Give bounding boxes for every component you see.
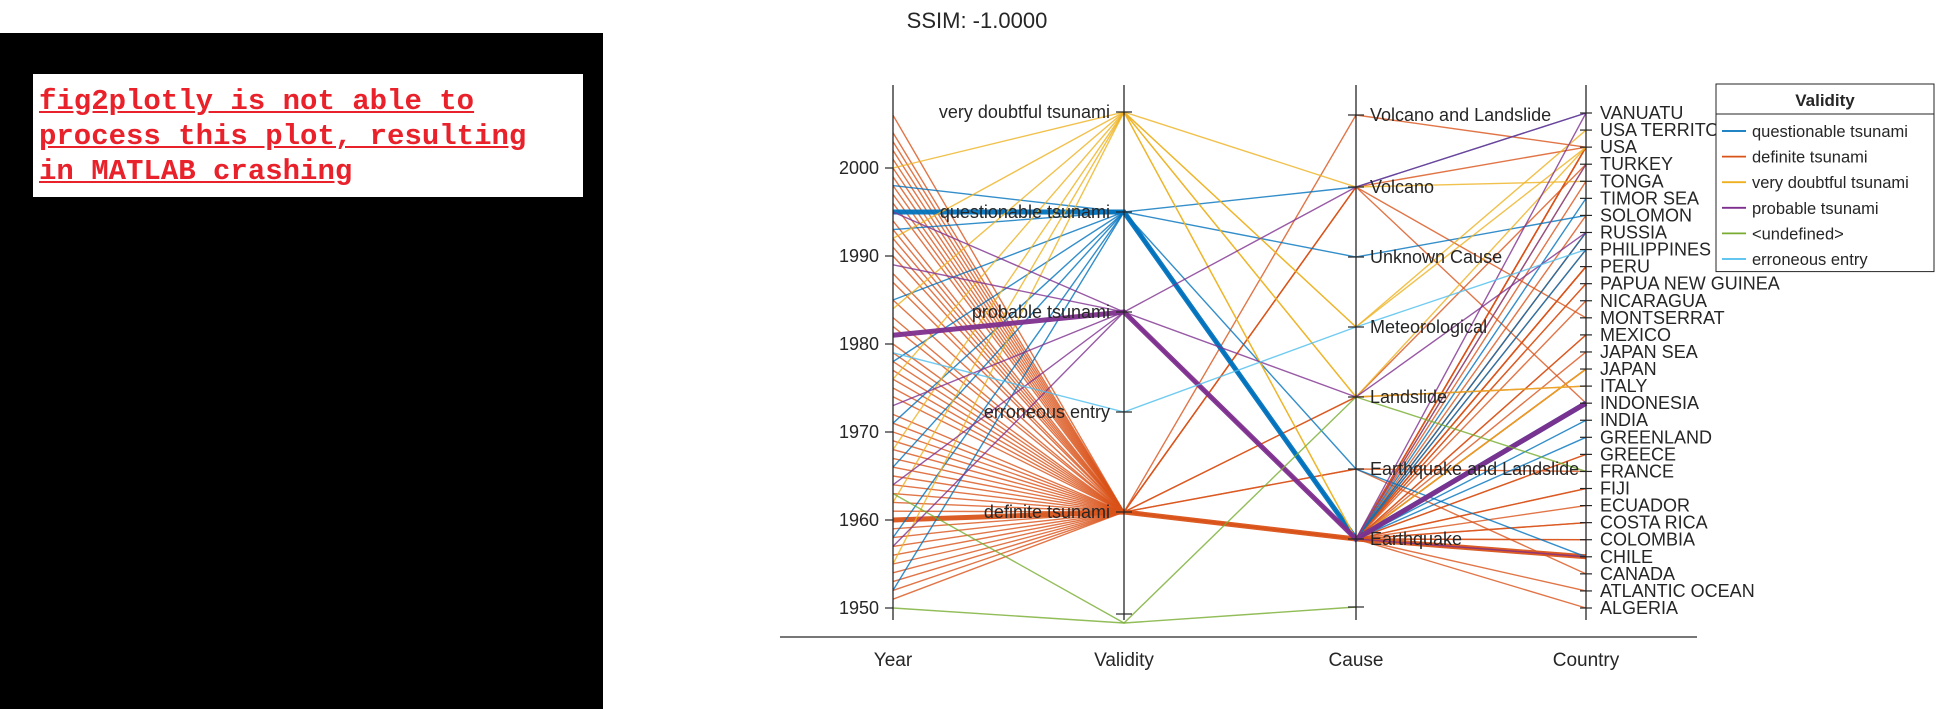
legend-title: Validity <box>1795 91 1855 110</box>
legend-label-undefined: <undefined> <box>1752 225 1844 243</box>
axis-label-validity: Validity <box>1094 650 1154 671</box>
data-line <box>892 246 1587 540</box>
validity-tick-label: erroneous entry <box>984 402 1110 422</box>
country-tick-label: MONTSERRAT <box>1600 308 1725 328</box>
cause-tick-label: Unknown Cause <box>1370 247 1502 267</box>
legend: Validity questionable tsunami definite tsu… <box>1715 83 1935 273</box>
axis-label-country: Country <box>1553 650 1620 671</box>
error-notice-box: fig2plotly is not able to process this p… <box>33 74 583 197</box>
year-tick-label: 1950 <box>839 598 879 618</box>
legend-label-very-doubtful-tsunami: very doubtful tsunami <box>1752 174 1909 192</box>
data-line <box>892 114 1587 514</box>
legend-label-erroneous-entry: erroneous entry <box>1752 251 1868 269</box>
data-line <box>892 210 1587 591</box>
cause-tick-label: Landslide <box>1370 387 1447 407</box>
validity-tick-label: questionable tsunami <box>940 202 1110 222</box>
validity-tick-label: very doubtful tsunami <box>939 102 1110 122</box>
country-tick-label: FRANCE <box>1600 461 1674 481</box>
country-tick-label: CHILE <box>1600 547 1653 567</box>
data-line <box>892 112 1587 313</box>
axis-label-cause: Cause <box>1329 650 1384 671</box>
country-tick-label: ITALY <box>1600 376 1647 396</box>
country-tick-label: PERU <box>1600 257 1650 277</box>
country-tick-label: CANADA <box>1600 564 1675 584</box>
legend-label-probable-tsunami: probable tsunami <box>1752 200 1879 218</box>
data-line <box>892 185 1587 513</box>
data-line <box>892 248 1587 413</box>
country-tick-label: JAPAN SEA <box>1600 342 1698 362</box>
legend-label-questionable-tsunami: questionable tsunami <box>1752 123 1908 141</box>
data-lines <box>892 110 1588 624</box>
data-line <box>892 197 1587 541</box>
axes-layer: Year Validity Cause Country 1950 1960 1970 1980… <box>839 85 1780 671</box>
data-line <box>892 606 1357 624</box>
data-line <box>892 110 1587 565</box>
legend-label-definite-tsunami: definite tsunami <box>1752 149 1868 167</box>
country-tick-label: INDIA <box>1600 410 1648 430</box>
year-tick-label: 1970 <box>839 422 879 442</box>
country-tick-label: TIMOR SEA <box>1600 188 1699 208</box>
country-tick-label: VANUATU <box>1600 103 1683 123</box>
cause-tick-label: Earthquake and Landslide <box>1370 459 1579 479</box>
country-tick-label: INDONESIA <box>1600 393 1699 413</box>
country-tick-label: USA TERRITORY <box>1600 120 1744 140</box>
cause-tick-label: Earthquake <box>1370 529 1462 549</box>
country-tick-label: ALGERIA <box>1600 598 1678 618</box>
country-tick-label: RUSSIA <box>1600 222 1667 242</box>
country-tick-label: NICARAGUA <box>1600 291 1707 311</box>
year-tick-label: 1960 <box>839 510 879 530</box>
legend-box <box>1715 83 1935 273</box>
country-tick-label: PAPUA NEW GUINEA <box>1600 274 1780 294</box>
country-tick-label: TONGA <box>1600 171 1664 191</box>
country-tick-label: GREENLAND <box>1600 427 1712 447</box>
cause-tick-label: Volcano <box>1370 177 1434 197</box>
validity-tick-label: definite tsunami <box>984 502 1110 522</box>
country-tick-label: USA <box>1600 137 1637 157</box>
error-notice-text: fig2plotly is not able to process this p… <box>39 85 527 188</box>
country-tick-label: ATLANTIC OCEAN <box>1600 581 1755 601</box>
data-line <box>892 396 1587 624</box>
cause-tick-label: Volcano and Landslide <box>1370 105 1551 125</box>
country-tick-label: MEXICO <box>1600 325 1671 345</box>
data-line <box>892 111 1587 380</box>
cause-tick-label: Meteorological <box>1370 317 1487 337</box>
country-tick-label: ECUADOR <box>1600 496 1690 516</box>
validity-tick-label: probable tsunami <box>972 302 1110 322</box>
country-tick-label: TURKEY <box>1600 154 1673 174</box>
year-tick-label: 2000 <box>839 158 879 178</box>
country-tick-label: COSTA RICA <box>1600 513 1708 533</box>
country-tick-label: GREECE <box>1600 444 1676 464</box>
country-tick-label: SOLOMON <box>1600 205 1692 225</box>
country-tick-label: JAPAN <box>1600 359 1657 379</box>
country-tick-label: FIJI <box>1600 479 1630 499</box>
year-tick-label: 1980 <box>839 334 879 354</box>
data-line <box>892 231 1587 407</box>
year-tick-label: 1990 <box>839 246 879 266</box>
country-tick-label: COLOMBIA <box>1600 530 1695 550</box>
chart-title: SSIM: -1.0000 <box>907 8 1048 33</box>
axis-label-year: Year <box>874 650 913 671</box>
data-line <box>892 110 1587 541</box>
data-line <box>892 112 1587 547</box>
data-line <box>892 110 1587 450</box>
country-tick-label: PHILIPPINES <box>1600 240 1711 260</box>
